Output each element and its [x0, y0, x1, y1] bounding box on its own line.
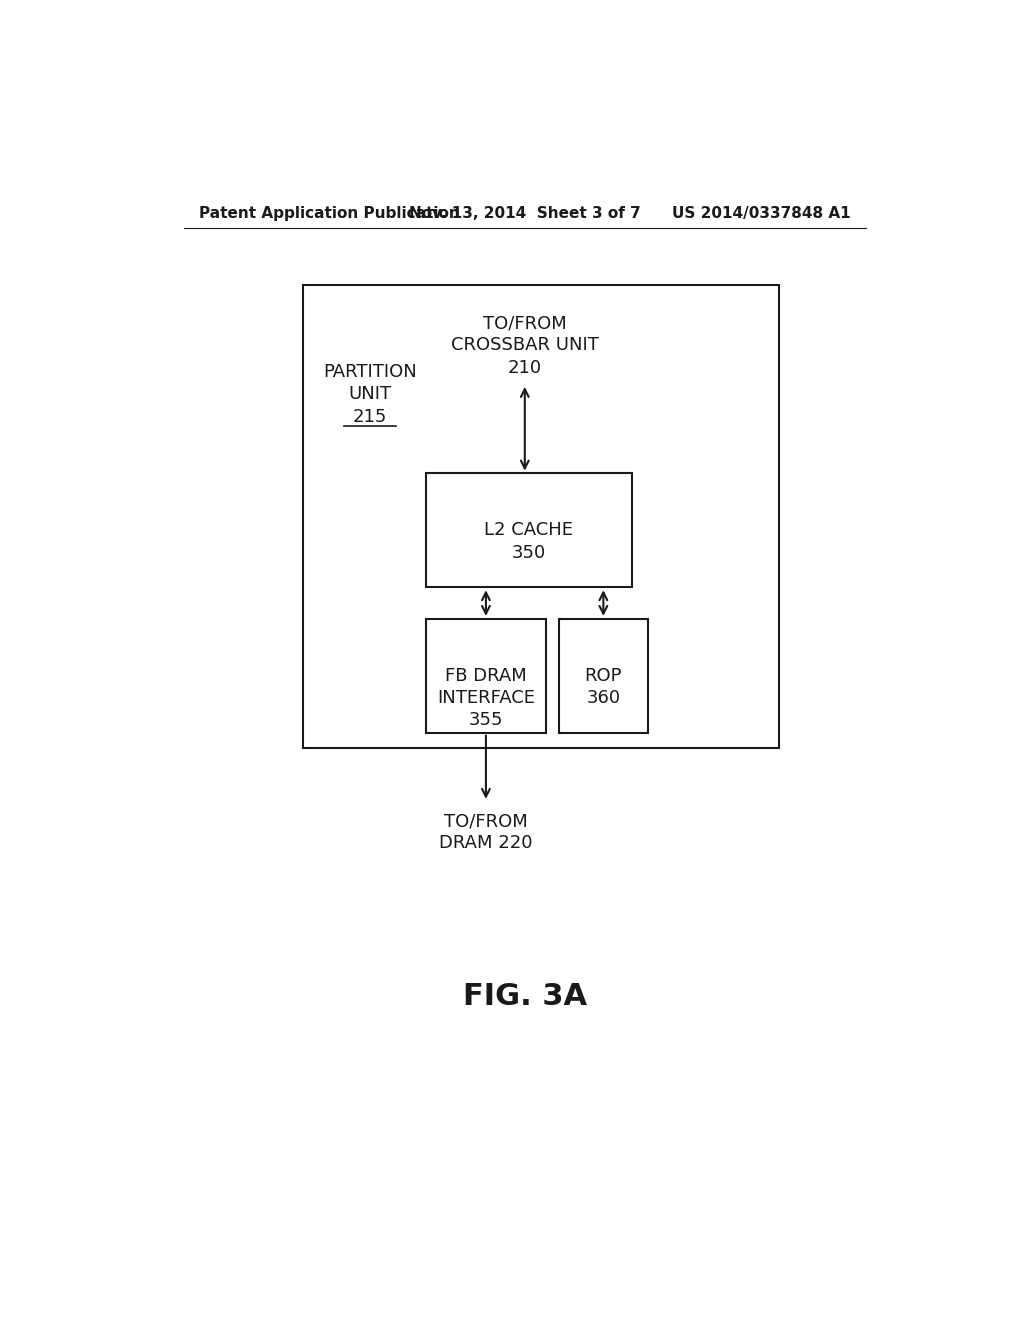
Text: TO/FROM: TO/FROM — [483, 314, 566, 333]
Text: 355: 355 — [469, 711, 503, 730]
Text: INTERFACE: INTERFACE — [437, 689, 535, 708]
Bar — [559, 619, 648, 733]
Text: ROP: ROP — [585, 667, 623, 685]
Text: US 2014/0337848 A1: US 2014/0337848 A1 — [672, 206, 850, 222]
Text: CROSSBAR UNIT: CROSSBAR UNIT — [451, 337, 599, 354]
Bar — [426, 474, 632, 587]
Bar — [303, 285, 778, 748]
Text: FB DRAM: FB DRAM — [445, 667, 526, 685]
Text: Nov. 13, 2014  Sheet 3 of 7: Nov. 13, 2014 Sheet 3 of 7 — [409, 206, 641, 222]
Text: Patent Application Publication: Patent Application Publication — [200, 206, 460, 222]
Text: DRAM 220: DRAM 220 — [439, 834, 532, 853]
Text: FIG. 3A: FIG. 3A — [463, 982, 587, 1011]
Text: PARTITION: PARTITION — [324, 363, 417, 381]
Bar — [426, 619, 546, 733]
Text: UNIT: UNIT — [348, 385, 391, 403]
Text: 215: 215 — [353, 408, 387, 425]
Text: L2 CACHE: L2 CACHE — [484, 521, 573, 540]
Text: 360: 360 — [587, 689, 621, 708]
Text: TO/FROM: TO/FROM — [444, 812, 527, 830]
Text: 210: 210 — [508, 359, 542, 376]
Text: 350: 350 — [512, 544, 546, 562]
